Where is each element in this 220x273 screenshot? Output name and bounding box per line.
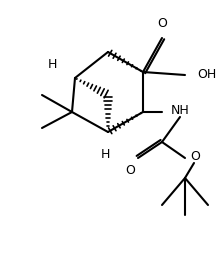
Text: O: O (125, 164, 135, 177)
Text: OH: OH (197, 69, 216, 82)
Text: O: O (190, 150, 200, 162)
Text: H: H (47, 58, 57, 72)
Text: H: H (100, 149, 110, 162)
Text: O: O (157, 17, 167, 30)
Text: NH: NH (171, 105, 190, 117)
